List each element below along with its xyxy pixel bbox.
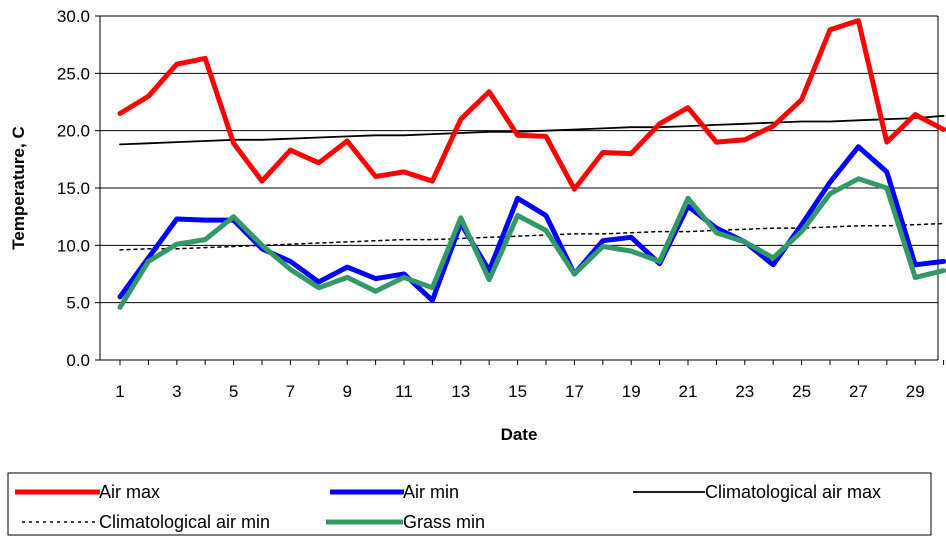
legend-label-grass-min: Grass min xyxy=(403,512,485,532)
gridlines xyxy=(100,15,938,304)
legend-label-air-max: Air max xyxy=(99,482,160,502)
legend: Air max Air min Climatological air max Clim… xyxy=(15,482,881,532)
y-tick-label: 15.0 xyxy=(57,179,90,198)
x-tick-label: 7 xyxy=(286,382,295,401)
legend-label-air-min: Air min xyxy=(403,482,459,502)
x-tick-label: 1 xyxy=(115,382,124,401)
x-tick-label: 23 xyxy=(735,382,754,401)
x-tick-label: 5 xyxy=(229,382,238,401)
legend-label-climatological-air-max: Climatological air max xyxy=(705,482,881,502)
series-line-climatological-air-max xyxy=(119,114,945,146)
y-tick-label: 30.0 xyxy=(57,7,90,26)
x-tick-label: 25 xyxy=(792,382,811,401)
series-line-air-max xyxy=(117,18,946,192)
x-tick-label: 9 xyxy=(342,382,351,401)
x-tick-label: 19 xyxy=(622,382,641,401)
x-tick-label: 27 xyxy=(849,382,868,401)
y-tick-label: 5.0 xyxy=(66,294,90,313)
legend-label-climatological-air-min: Climatological air min xyxy=(99,512,270,532)
x-tick-label: 13 xyxy=(451,382,470,401)
x-tick-label: 15 xyxy=(508,382,527,401)
y-axis-title: Temperature, C xyxy=(9,126,28,249)
x-tick-label: 21 xyxy=(679,382,698,401)
legend-box xyxy=(7,472,932,536)
x-tick-label: 29 xyxy=(906,382,925,401)
y-tick-label: 10.0 xyxy=(57,236,90,255)
x-tick-label: 11 xyxy=(395,382,413,401)
x-axis-ticks: 1 3 5 7 9 11 13 15 17 19 21 23 25 27 29 xyxy=(115,360,945,401)
x-tick-label: 17 xyxy=(565,382,584,401)
y-axis-ticks: 0.0 5.0 10.0 15.0 20.0 25.0 30.0 xyxy=(57,7,100,370)
series-lines xyxy=(117,18,946,310)
x-axis-title: Date xyxy=(501,425,538,444)
series-line-grass-min xyxy=(117,176,946,310)
x-tick-label: 3 xyxy=(172,382,181,401)
y-tick-label: 20.0 xyxy=(57,122,90,141)
y-tick-label: 25.0 xyxy=(57,64,90,83)
y-tick-label: 0.0 xyxy=(66,351,90,370)
